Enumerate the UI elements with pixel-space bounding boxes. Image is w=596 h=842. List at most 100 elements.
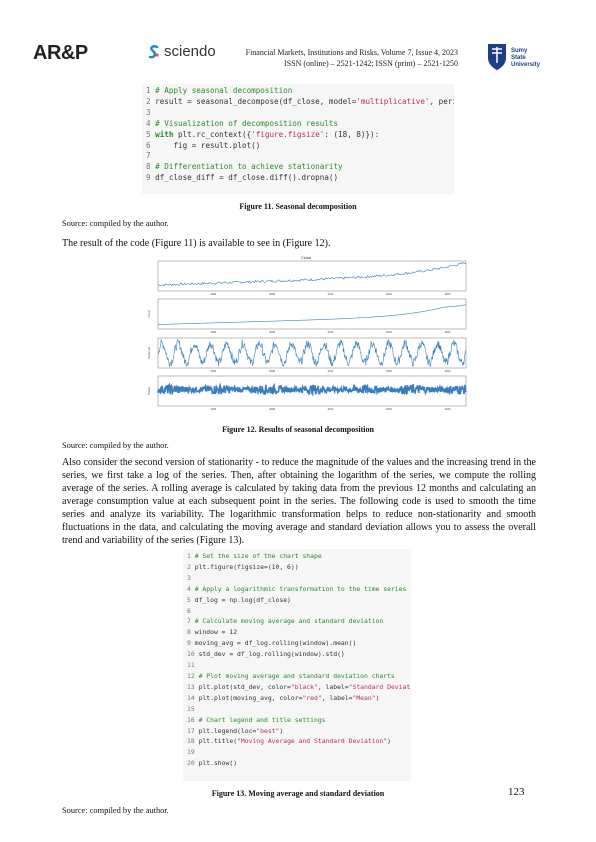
code-block-seasonal-decompose: 1 # Apply seasonal decomposition 2 result… [142,84,454,194]
line-number: 6 [187,606,191,615]
code-text: std_dev = df_log.rolling(window).std() [198,650,345,659]
line-number: 20 [187,759,195,768]
line-number: 4 [146,118,151,128]
chart-title: Close [301,255,312,260]
series-line-trend [157,304,467,325]
code-line: 2 result = seasonal_decompose(df_close, … [146,97,454,108]
code-text: plt.legend(loc="best") [198,726,284,735]
x-tick-label: 2004 [211,330,217,334]
x-tick-label: 2020 [445,407,451,411]
code-line: 1 # Set the size of the chart shape [187,551,407,562]
x-tick-label: 2016 [386,369,392,373]
code-block-moving-average: 1 # Set the size of the chart shape 2 plt… [183,549,411,781]
line-number: 1 [187,552,191,560]
line-number: 11 [187,661,195,670]
journal-issn: ISSN (online) – 2521-1242; ISSN (print) … [284,59,458,68]
x-tick-label: 2012 [328,292,334,296]
line-number: 19 [187,748,195,757]
x-tick-label: 2016 [386,407,392,411]
series-line-resid [157,382,467,397]
line-number: 17 [187,726,195,735]
line-number: 18 [187,737,195,746]
panel-label: Resid [147,387,151,395]
code-line: 2 plt.figure(figsize=(10, 6)) [187,562,407,573]
code-line: 10 std_dev = df_log.rolling(window).std(… [187,649,407,660]
x-tick-label: 2020 [445,330,451,334]
source-note-2: Source: compiled by the author. [62,441,169,450]
x-tick-label: 2012 [328,369,334,373]
code-line: 20 plt.show() [187,758,407,769]
series-line-observed [157,262,467,287]
line-number: 10 [187,650,195,659]
code-line: 6 [187,606,407,617]
panel-label: Trend [147,310,151,318]
code-line: 16 # Chart legend and title settings [187,715,407,726]
code-text: moving_avg = df_log.rolling(window).mean… [194,639,357,648]
journal-title: Financial Markets, Institutions and Risk… [245,48,458,57]
figure-13-caption: Figure 13. Moving average and standard d… [211,789,385,798]
x-tick-label: 2004 [211,292,217,296]
line-number: 16 [187,715,195,724]
code-text: plt.figure(figsize=(10, 6)) [194,562,299,571]
x-tick-label: 2008 [269,292,275,296]
code-text: # Apply seasonal decomposition [155,86,293,95]
code-line: 7 # Calculate moving average and standar… [187,616,407,627]
figure-12-caption: Figure 12. Results of seasonal decomposi… [222,425,374,434]
code-line: 5 df_log = np.log(df_close) [187,595,407,606]
line-number: 14 [187,693,195,702]
line-number: 3 [146,107,151,117]
panel-frame [157,337,467,369]
paragraph-2: Also consider the second version of stat… [62,457,536,546]
x-tick-label: 2008 [269,407,275,411]
code-text: plt.title("Moving Average and Standard D… [198,737,391,746]
code-text: window = 12 [194,628,238,637]
line-number: 1 [146,86,151,95]
svg-text:State: State [511,55,526,61]
code-text: df_close_diff = df_close.diff().dropna() [155,173,339,183]
x-tick-label: 2020 [445,369,451,373]
line-number: 13 [187,682,195,691]
arp-logo: AR&P [33,42,88,64]
code-line: 19 [187,747,407,758]
line-number: 8 [187,628,191,637]
code-text: plt.plot(std_dev, color="black", label="… [198,682,411,691]
source-note-1: Source: compiled by the author. [62,219,169,228]
sciendo-text: sciendo [164,43,216,60]
code-line: 4 # Apply a logarithmic transformation t… [187,584,407,595]
x-tick-label: 2012 [328,330,334,334]
line-number: 3 [187,573,191,582]
code-line: 8 window = 12 [187,627,407,638]
code-text: plt.show() [198,759,238,768]
code-line: 3 [146,108,450,119]
x-tick-label: 2004 [211,407,217,411]
figure-12-decomposition-chart: Close 2004 2008 2012 2016 2020 2004 2008 2012 20… [147,255,467,411]
code-text: df_log = np.log(df_close) [194,595,291,604]
sciendo-logo: sciendo [148,43,216,60]
code-line: 18 plt.title("Moving Average and Standar… [187,736,407,747]
series-line-seasonal [157,338,467,368]
code-line: 14 plt.plot(moving_avg, color="red", lab… [187,693,407,704]
code-line: 6 fig = result.plot() [146,141,450,152]
code-text: # Set the size of the chart shape [194,552,322,560]
x-tick-label: 2020 [445,292,451,296]
university-logo: Sumy State University [488,44,541,70]
code-text: result = seasonal_decompose(df_close, mo… [155,96,454,106]
code-line: 9 df_close_diff = df_close.diff().dropna… [146,173,450,184]
x-tick-label: 2004 [211,369,217,373]
x-tick-label: 2016 [386,330,392,334]
line-number: 8 [146,162,151,172]
code-line: 5 with plt.rc_context({'figure.figsize':… [146,130,450,141]
code-text: # Calculate moving average and standard … [194,617,384,626]
code-line: 7 [146,151,450,162]
code-line: 4 # Visualization of decomposition resul… [146,119,450,130]
code-text: # Visualization of decomposition results [155,118,339,128]
line-number: 4 [187,584,191,593]
x-tick-label: 2008 [269,330,275,334]
code-line: 17 plt.legend(loc="best") [187,726,407,737]
code-text: fig = result.plot() [155,140,261,150]
line-number: 5 [187,595,191,604]
figure-11-caption: Figure 11. Seasonal decomposition [239,202,357,211]
journal-info: Financial Markets, Institutions and Risk… [222,47,458,69]
code-line: 8 # Differentiation to achieve stationar… [146,162,450,173]
line-number: 12 [187,671,195,680]
